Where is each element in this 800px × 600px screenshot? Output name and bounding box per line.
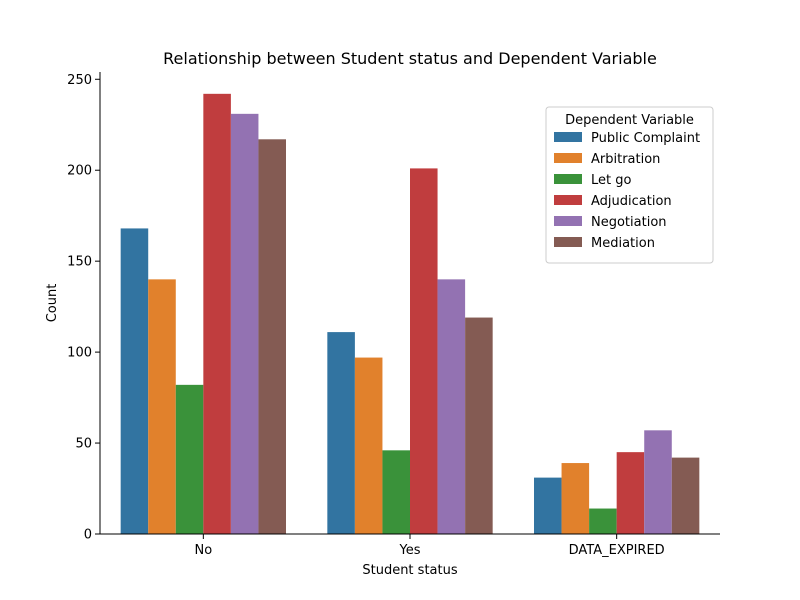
x-tick-label: Yes xyxy=(399,543,421,558)
legend-entry-label: Public Complaint xyxy=(591,131,700,146)
bar-let-go-data_expired xyxy=(589,508,617,534)
y-tick-label: 0 xyxy=(84,528,92,543)
legend-swatch xyxy=(554,237,582,247)
legend-entry-label: Let go xyxy=(591,173,631,188)
legend-entry-label: Negotiation xyxy=(591,215,667,230)
bars-layer xyxy=(120,93,700,535)
bar-mediation-data_expired xyxy=(671,457,700,534)
bar-let-go-yes xyxy=(382,450,410,534)
bar-public-complaint-no xyxy=(120,228,149,534)
bar-adjudication-no xyxy=(203,93,231,534)
x-tick-label: DATA_EXPIRED xyxy=(569,543,665,558)
legend-swatch xyxy=(554,132,582,142)
bar-arbitration-yes xyxy=(354,357,383,534)
bar-adjudication-data_expired xyxy=(616,452,645,534)
chart-title: Relationship between Student status and … xyxy=(163,49,657,68)
legend-swatch xyxy=(554,153,582,163)
bar-mediation-yes xyxy=(465,317,493,534)
x-axis-label: Student status xyxy=(362,563,457,578)
y-axis-label: Count xyxy=(45,284,60,323)
bar-negotiation-data_expired xyxy=(644,430,672,534)
legend-entry-label: Mediation xyxy=(591,236,655,251)
bar-public-complaint-yes xyxy=(327,332,355,534)
legend-swatch xyxy=(554,216,582,226)
bar-arbitration-data_expired xyxy=(561,463,590,534)
bar-mediation-no xyxy=(258,139,286,535)
y-tick-label: 150 xyxy=(67,255,92,270)
y-axis: 0 50 100 150 200 250 xyxy=(67,73,100,543)
legend-entry-label: Adjudication xyxy=(591,194,672,209)
y-tick-label: 50 xyxy=(75,437,92,452)
legend: Dependent Variable Public Complaint Arbitr… xyxy=(545,106,714,264)
bar-public-complaint-data_expired xyxy=(534,477,562,534)
y-tick-label: 100 xyxy=(67,346,92,361)
bar-negotiation-no xyxy=(230,113,259,534)
bar-arbitration-no xyxy=(148,279,176,534)
bar-negotiation-yes xyxy=(437,279,466,534)
legend-swatch xyxy=(554,195,582,205)
legend-box xyxy=(545,106,714,264)
bar-let-go-no xyxy=(175,384,204,534)
x-axis: No Yes DATA_EXPIRED xyxy=(194,534,665,558)
bar-adjudication-yes xyxy=(410,168,438,534)
legend-entry-label: Arbitration xyxy=(591,152,660,167)
y-tick-label: 200 xyxy=(67,164,92,179)
legend-swatch xyxy=(554,174,582,184)
legend-title: Dependent Variable xyxy=(565,113,694,128)
x-tick-label: No xyxy=(194,543,212,558)
y-tick-label: 250 xyxy=(67,73,92,88)
